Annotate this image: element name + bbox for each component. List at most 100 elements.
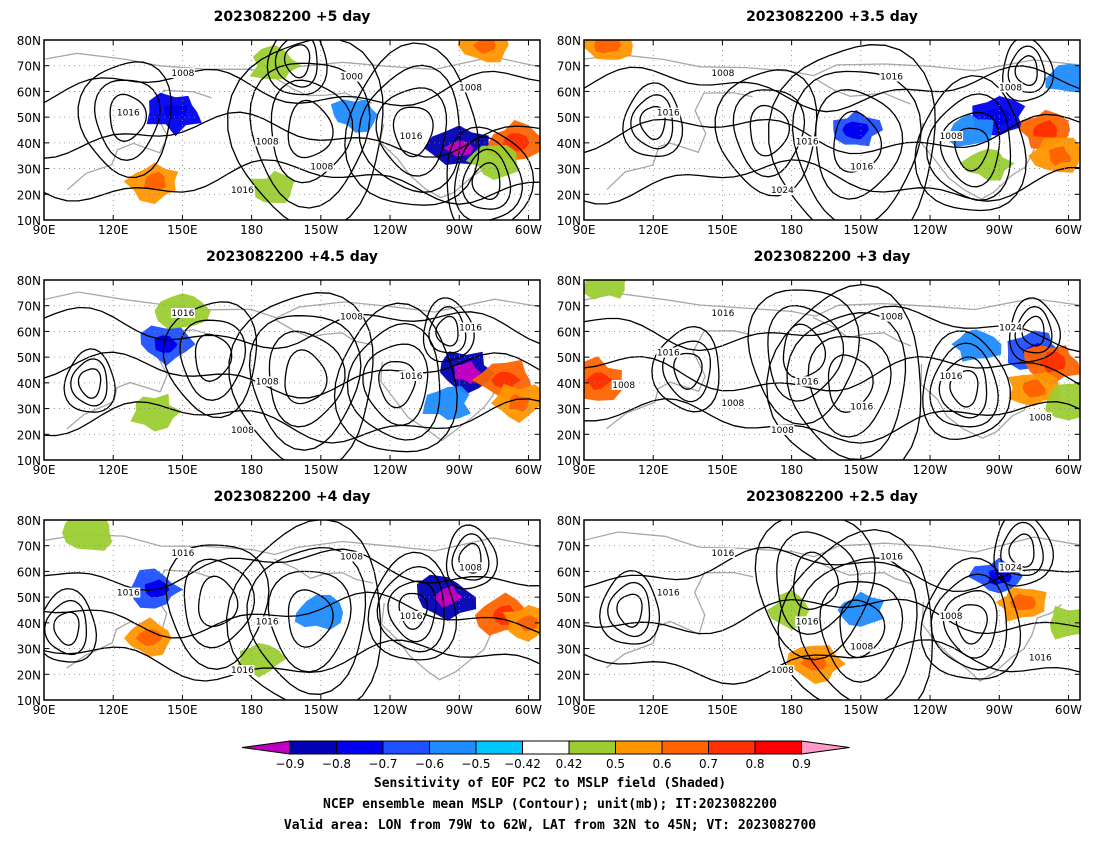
map-panel: 2023082200 +4.5 day 1016 1008 1008 1016 1008 1… — [17, 249, 542, 477]
contour-label: 1008 — [256, 377, 279, 387]
colorbar-label: 0.42 — [556, 757, 583, 771]
lat-tick-label: 80N — [557, 274, 581, 288]
pressure-contour — [179, 319, 247, 401]
colorbar-segment — [289, 740, 337, 755]
colorbar-segment — [708, 740, 756, 755]
pressure-contour — [227, 40, 384, 220]
contour-label: 1008 — [999, 83, 1022, 93]
lon-tick-label: 120W — [373, 223, 408, 237]
coastline — [606, 571, 754, 669]
contour-label: 1016 — [171, 549, 194, 559]
lon-tick-label: 60W — [515, 223, 542, 237]
pressure-contour — [367, 551, 458, 661]
pressure-contour — [819, 581, 904, 683]
pressure-contour — [807, 335, 892, 438]
coastline — [606, 330, 752, 430]
lat-tick-label: 60N — [17, 565, 41, 579]
colorbar-segment — [754, 740, 802, 755]
lat-tick-label: 60N — [17, 325, 41, 339]
pressure-contour — [162, 301, 258, 419]
lon-tick-label: 90W — [986, 223, 1013, 237]
coastline — [45, 533, 540, 556]
colorbar-label: −0.9 — [275, 757, 304, 771]
pressure-contour — [44, 591, 540, 639]
lon-tick-label: 120E — [638, 463, 669, 477]
contour-label: 1008 — [771, 666, 794, 676]
sensitivity-shading-core — [453, 361, 481, 385]
lat-tick-label: 30N — [17, 403, 41, 417]
lon-tick-label: 150E — [707, 223, 738, 237]
pressure-contour — [183, 558, 256, 649]
pressure-contour — [616, 593, 643, 628]
pressure-contour — [584, 398, 1080, 444]
panel-title: 2023082200 +4.5 day — [206, 249, 378, 265]
pressure-contour — [228, 292, 374, 460]
lat-tick-label: 70N — [17, 540, 41, 554]
contour-label: 1016 — [711, 549, 734, 559]
pressure-contour — [639, 105, 666, 141]
contour-label: 1008 — [171, 69, 194, 79]
lat-tick-label: 80N — [17, 514, 41, 528]
colorbar-label: −0.42 — [504, 757, 541, 771]
lon-tick-label: 150W — [843, 223, 878, 237]
lon-tick-label: 150W — [303, 223, 338, 237]
pressure-contour — [53, 611, 80, 646]
contour-label: 1024 — [999, 563, 1022, 573]
lon-tick-label: 150W — [303, 463, 338, 477]
pressure-contour — [584, 113, 1080, 155]
lon-tick-label: 120E — [98, 703, 129, 717]
pressure-contour — [955, 604, 988, 645]
pressure-contour — [792, 551, 840, 610]
lat-tick-label: 50N — [557, 591, 581, 605]
lat-tick-label: 50N — [17, 111, 41, 125]
caption-line-1: Sensitivity of EOF PC2 to MSLP field (Sh… — [373, 776, 727, 791]
pressure-contour — [714, 69, 818, 197]
lon-tick-label: 90W — [986, 703, 1013, 717]
contour-label: 1016 — [796, 617, 819, 627]
pressure-contour — [346, 322, 441, 441]
lon-tick-label: 90W — [446, 703, 473, 717]
sensitivity-shading-core — [472, 40, 496, 54]
lat-tick-label: 40N — [17, 137, 41, 151]
pressure-contour — [662, 340, 712, 403]
sensitivity-shading — [62, 520, 113, 551]
pressure-contour — [44, 639, 540, 682]
pressure-contour — [776, 531, 859, 636]
pressure-contour — [44, 398, 540, 444]
pressure-contour — [584, 546, 1080, 593]
pressure-contour — [392, 106, 434, 158]
pressure-contour — [922, 330, 1012, 441]
colorbar-segment — [475, 740, 523, 755]
contour-label: 1016 — [231, 186, 254, 196]
lat-tick-label: 50N — [557, 111, 581, 125]
contour-label: 1008 — [771, 426, 794, 436]
pressure-contour — [993, 520, 1054, 587]
pressure-contour — [165, 544, 270, 670]
contour-label: 1016 — [796, 377, 819, 387]
contour-label: 1016 — [940, 372, 963, 382]
sensitivity-shading — [130, 393, 182, 432]
lon-tick-label: 150E — [167, 223, 198, 237]
pressure-contour — [942, 590, 998, 659]
pressure-contour — [194, 333, 233, 382]
lon-tick-label: 60W — [1055, 703, 1082, 717]
lat-tick-label: 30N — [17, 163, 41, 177]
pressure-contour — [435, 315, 459, 347]
pressure-contour — [461, 148, 512, 210]
pressure-contour — [1007, 45, 1046, 93]
pressure-contour — [274, 40, 318, 88]
contour-label: 1016 — [850, 163, 873, 173]
panel-frame — [583, 519, 1081, 701]
lon-tick-label: 90W — [446, 463, 473, 477]
lon-tick-label: 120E — [98, 463, 129, 477]
sensitivity-shading-core — [144, 579, 170, 598]
contour-label: 1008 — [256, 137, 279, 147]
lat-tick-label: 50N — [17, 591, 41, 605]
contour-label: 1016 — [171, 309, 194, 319]
contour-label: 1016 — [657, 349, 680, 359]
panel-frame — [583, 279, 1081, 461]
contour-label: 1008 — [340, 313, 363, 323]
lat-tick-label: 80N — [557, 34, 581, 48]
pressure-contour — [266, 40, 328, 96]
pressure-contour — [471, 162, 501, 201]
